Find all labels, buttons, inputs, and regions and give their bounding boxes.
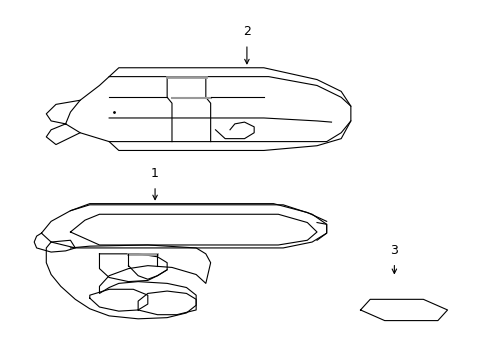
Text: 3: 3 bbox=[389, 244, 398, 257]
Text: 2: 2 bbox=[243, 25, 250, 38]
Text: 1: 1 bbox=[151, 167, 159, 180]
